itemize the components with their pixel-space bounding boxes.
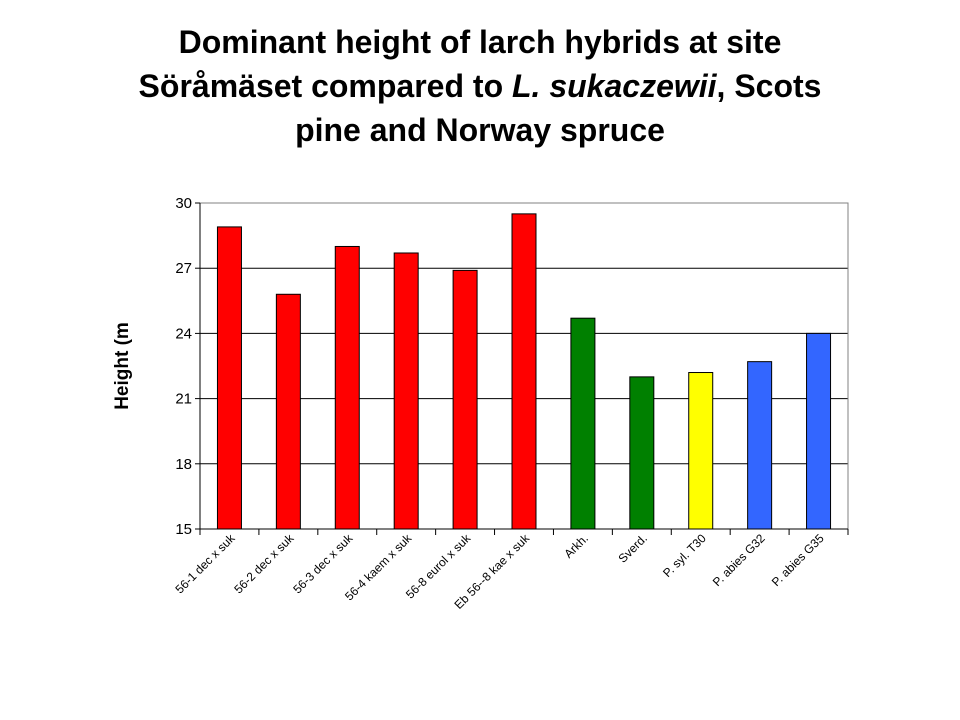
bar bbox=[511, 213, 537, 530]
chart-title: Dominant height of larch hybrids at site… bbox=[60, 20, 900, 152]
x-tick-label: 56-3 dec x suk bbox=[290, 531, 356, 597]
y-tick-label: 15 bbox=[175, 521, 192, 538]
x-tick-label: P. abies G35 bbox=[769, 531, 827, 589]
x-tick-label: P. abies G32 bbox=[710, 531, 768, 589]
chart-title-line2-end: , Scots bbox=[716, 68, 822, 104]
bar bbox=[747, 361, 773, 530]
y-tick-label: 21 bbox=[175, 391, 192, 408]
x-tick-label: P. syl. T30 bbox=[660, 531, 709, 580]
chart-title-species: L. sukaczewii bbox=[512, 68, 717, 104]
bar bbox=[629, 376, 655, 530]
x-tick-label: Sverd. bbox=[616, 531, 650, 565]
x-tick-label: 56-2 dec x suk bbox=[231, 531, 297, 597]
bar bbox=[275, 293, 301, 530]
bar bbox=[216, 226, 242, 530]
y-tick-label: 30 bbox=[175, 195, 192, 212]
chart-title-line2-start: Söråmäset compared to bbox=[138, 68, 512, 104]
bar bbox=[452, 269, 478, 530]
y-tick-label: 24 bbox=[175, 325, 192, 342]
bar bbox=[334, 245, 360, 530]
axes bbox=[195, 202, 849, 535]
bar bbox=[688, 372, 714, 530]
y-axis-label: Height (m bbox=[112, 322, 133, 410]
y-tick-label: 18 bbox=[175, 456, 192, 473]
y-tick-label: 27 bbox=[175, 260, 192, 277]
bars bbox=[216, 213, 832, 530]
bar bbox=[806, 332, 832, 530]
bar bbox=[393, 252, 419, 530]
x-tick-label: 56-1 dec x suk bbox=[172, 531, 238, 597]
chart-title-line1: Dominant height of larch hybrids at site bbox=[178, 24, 782, 60]
x-tick-label: Arkh. bbox=[561, 531, 591, 561]
chart-title-line3: pine and Norway spruce bbox=[295, 112, 665, 148]
bar bbox=[570, 317, 596, 530]
